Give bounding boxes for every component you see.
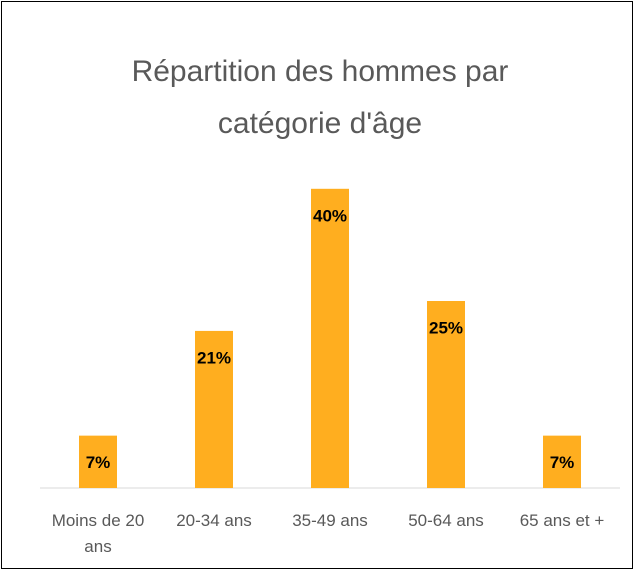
chart-title: Répartition des hommes par catégorie d'â… xyxy=(131,55,509,140)
bar xyxy=(311,188,349,489)
bar xyxy=(427,301,465,488)
data-label: 25% xyxy=(429,318,463,337)
bar xyxy=(195,330,233,488)
bar xyxy=(543,435,581,488)
data-label: 21% xyxy=(197,348,231,367)
data-label: 7% xyxy=(550,453,575,472)
x-tick-label: 65 ans et + xyxy=(519,511,605,530)
bar xyxy=(79,435,117,488)
x-tick-label: 50-64 ans xyxy=(408,511,484,530)
data-label: 40% xyxy=(313,206,347,225)
data-label: 7% xyxy=(86,453,111,472)
x-tick-label: 35-49 ans xyxy=(292,511,368,530)
x-tick-label: 20-34 ans xyxy=(176,511,252,530)
x-tick-label: Moins de 20 ans xyxy=(51,511,145,556)
